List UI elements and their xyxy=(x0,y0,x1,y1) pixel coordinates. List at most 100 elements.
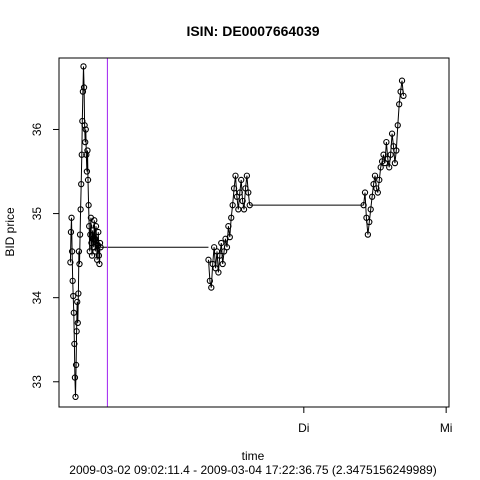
data-point xyxy=(218,239,225,247)
data-point xyxy=(376,176,383,184)
data-point xyxy=(83,151,90,158)
data-point xyxy=(394,122,401,129)
data-point xyxy=(386,164,393,171)
data-point xyxy=(366,218,373,226)
data-point xyxy=(240,206,248,213)
data-point xyxy=(387,151,394,158)
data-point xyxy=(228,214,235,221)
x-tick-label: Di xyxy=(298,421,309,435)
data-point xyxy=(92,223,100,230)
data-point xyxy=(88,252,96,259)
data-point xyxy=(205,256,212,263)
y-tick-label: 35 xyxy=(30,207,44,221)
data-point xyxy=(68,248,76,255)
y-tick-label: 36 xyxy=(30,122,44,136)
data-point xyxy=(97,244,104,251)
data-point xyxy=(78,151,85,158)
data-point xyxy=(84,176,92,184)
data-point xyxy=(243,172,251,179)
data-point xyxy=(397,88,404,95)
data-point xyxy=(367,206,374,213)
data-point xyxy=(84,147,91,154)
data-point xyxy=(77,206,84,213)
y-axis: 33 34 35 36 xyxy=(30,122,59,388)
data-point xyxy=(75,290,82,297)
data-point xyxy=(393,147,400,154)
data-point xyxy=(232,172,239,179)
data-point xyxy=(85,202,92,209)
data-point xyxy=(74,298,81,306)
data-marks xyxy=(67,58,407,407)
data-point xyxy=(374,189,381,196)
data-point xyxy=(80,84,88,91)
data-point xyxy=(89,227,96,234)
data-point xyxy=(364,231,372,238)
data-point xyxy=(206,277,214,285)
data-point xyxy=(67,259,74,266)
data-point xyxy=(229,202,236,209)
data-point xyxy=(390,143,397,150)
data-point xyxy=(223,244,231,251)
data-point xyxy=(70,292,77,300)
data-point xyxy=(396,101,403,108)
data-point xyxy=(78,180,85,188)
data-point xyxy=(215,269,222,276)
data-point xyxy=(76,231,84,238)
data-point xyxy=(71,374,79,381)
series-line-mi xyxy=(363,80,404,235)
data-point xyxy=(69,277,76,285)
y-axis-label: BID price xyxy=(3,207,17,257)
chart-title: ISIN: DE0007664039 xyxy=(186,23,319,39)
data-point xyxy=(79,88,87,95)
data-point xyxy=(383,138,390,146)
data-point xyxy=(72,361,80,369)
data-point xyxy=(76,260,83,268)
data-point xyxy=(72,393,79,401)
data-point xyxy=(96,239,104,247)
data-point xyxy=(371,172,379,179)
data-point xyxy=(242,185,249,192)
data-point xyxy=(82,126,89,133)
data-point xyxy=(377,164,384,171)
data-point xyxy=(83,168,91,175)
data-point xyxy=(245,189,252,196)
data-point xyxy=(388,130,396,137)
data-point xyxy=(233,193,241,200)
data-point xyxy=(95,252,103,259)
data-point xyxy=(74,319,81,327)
data-point xyxy=(71,340,78,348)
data-point xyxy=(225,223,232,230)
data-point xyxy=(70,309,77,316)
data-point xyxy=(82,138,89,146)
data-point xyxy=(239,197,246,205)
x-tick-label: Mi xyxy=(440,421,453,435)
data-point xyxy=(219,260,226,268)
data-point xyxy=(368,193,376,200)
data-point xyxy=(236,189,243,196)
data-point xyxy=(370,180,377,188)
data-point xyxy=(360,202,367,209)
data-point xyxy=(391,159,399,167)
data-point xyxy=(361,189,369,196)
data-point xyxy=(238,176,245,184)
data-point xyxy=(226,233,233,241)
data-point xyxy=(246,202,253,209)
data-point xyxy=(230,185,238,192)
data-point xyxy=(213,248,221,255)
data-point xyxy=(68,214,75,221)
data-point xyxy=(75,248,83,255)
data-point xyxy=(209,260,216,268)
data-point xyxy=(381,159,389,167)
y-tick-label: 34 xyxy=(30,291,44,305)
data-point xyxy=(373,185,380,192)
data-point xyxy=(380,151,387,158)
data-point xyxy=(208,284,215,291)
data-point xyxy=(92,248,99,255)
x-axis-subtitle: 2009-03-02 09:02:11.4 - 2009-03-04 17:22… xyxy=(69,463,436,477)
data-point xyxy=(67,228,75,236)
y-tick-label: 33 xyxy=(30,375,44,389)
data-point xyxy=(80,63,87,70)
data-point xyxy=(398,77,406,84)
data-point xyxy=(210,244,218,251)
data-point xyxy=(91,217,98,224)
